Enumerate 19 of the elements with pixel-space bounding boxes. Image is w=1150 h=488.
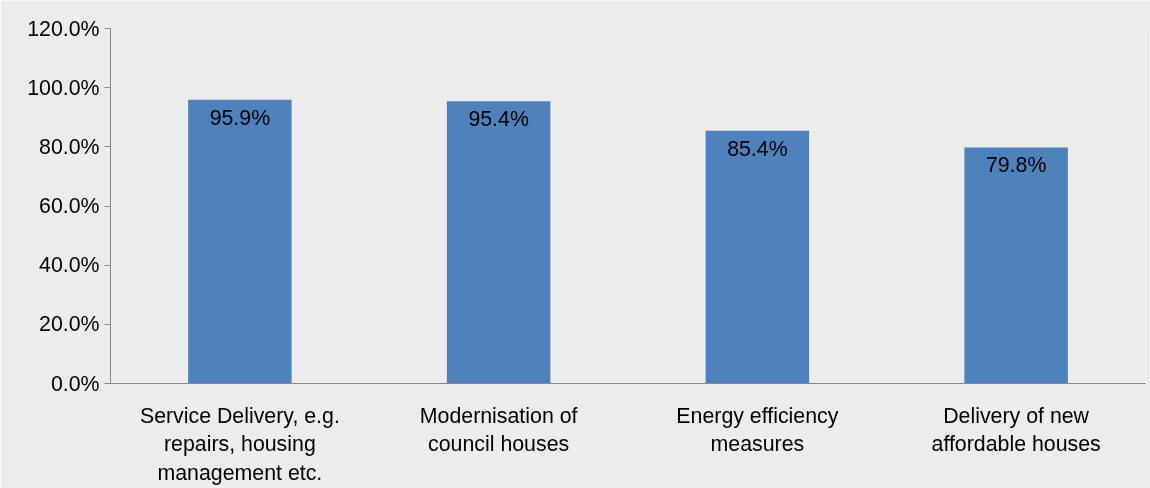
- y-tick-label: 60.0%: [39, 194, 100, 218]
- x-tick-label: Delivery of new affordable houses: [931, 403, 1101, 457]
- data-label: 79.8%: [985, 153, 1047, 178]
- y-tick-label: 0.0%: [50, 371, 100, 396]
- y-tick-label: 40.0%: [39, 253, 100, 278]
- data-label: 95.9%: [209, 105, 271, 130]
- x-tick-label: Energy efficiency measures: [676, 403, 839, 457]
- bar: [446, 101, 551, 384]
- x-tick-label: Service Delivery, e.g. repairs, housing management etc.: [139, 403, 340, 486]
- y-tick-label: 80.0%: [39, 134, 100, 159]
- data-label: 85.4%: [727, 136, 788, 161]
- y-tick-label: 100.0%: [27, 75, 100, 100]
- y-tick-label: 20.0%: [39, 312, 100, 337]
- x-tick-label: Modernisation of council houses: [419, 403, 578, 457]
- y-tick-label: 120.0%: [27, 16, 100, 41]
- data-label: 95.4%: [468, 107, 529, 132]
- bar: [964, 147, 1068, 384]
- bar: [188, 99, 292, 384]
- bar: [705, 130, 810, 384]
